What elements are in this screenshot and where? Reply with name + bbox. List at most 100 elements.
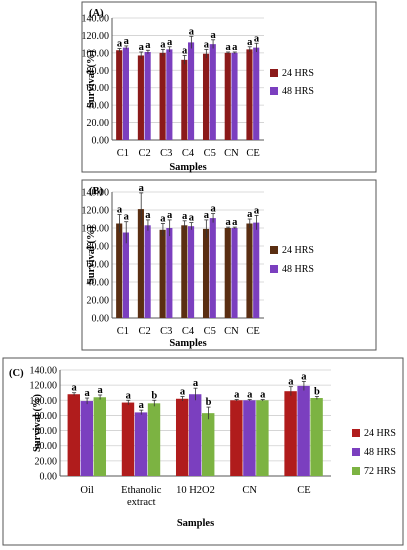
y-tick-label: 140.00 [30, 366, 58, 377]
bar [166, 228, 173, 318]
bar [147, 403, 161, 476]
significance-label: a [182, 211, 188, 222]
x-tick-label: C1 [117, 326, 129, 337]
y-tick-label: 20.00 [87, 296, 110, 307]
bar [137, 209, 144, 318]
bar [253, 47, 260, 140]
y-tick-label: 0.00 [92, 136, 110, 147]
bar [284, 391, 297, 476]
panel-b: 0.00 20.00 40.00 60.00 80.00 100.00 120.00 140.… [81, 179, 377, 351]
significance-label: a [180, 387, 186, 398]
significance-label: a [204, 210, 210, 221]
significance-label: a [126, 390, 132, 401]
bar [202, 53, 210, 140]
y-axis-label: Survival (%) [86, 49, 97, 108]
bar [175, 398, 189, 476]
x-tick-label: C4 [182, 148, 195, 159]
significance-label: a [254, 205, 260, 216]
significance-label: a [210, 30, 216, 41]
panel-c: 0.00 20.00 40.00 60.00 80.00 100.00 120.00 140.… [2, 357, 404, 546]
bar [224, 52, 231, 140]
bar [297, 385, 310, 476]
bar [144, 225, 151, 318]
x-tick-label: extract [127, 497, 156, 508]
y-tick-label: 20.00 [87, 118, 110, 129]
bar [80, 401, 94, 476]
y-tick-label: 100.00 [82, 224, 110, 235]
bar [121, 402, 135, 476]
bar [181, 59, 188, 141]
bar [224, 228, 231, 318]
x-tick-label: C5 [204, 326, 216, 337]
significance-label: a [71, 383, 77, 394]
bar [243, 400, 256, 476]
bar [134, 412, 148, 476]
bar [181, 225, 188, 318]
y-tick-label: 100.00 [82, 48, 110, 59]
bar [116, 50, 123, 140]
legend-label: 48 HRS [282, 86, 314, 97]
y-tick-label: 140.00 [82, 14, 110, 25]
legend-swatch [352, 429, 360, 437]
legend-swatch [352, 467, 360, 475]
x-tick-label: CN [242, 485, 257, 496]
bar [231, 52, 238, 140]
significance-label: a [247, 209, 253, 220]
significance-label: a [234, 390, 240, 401]
y-tick-label: 40.00 [35, 441, 58, 452]
significance-label: a [145, 40, 151, 51]
bar [188, 42, 195, 140]
significance-label: a [301, 371, 307, 382]
significance-label: a [225, 217, 231, 228]
bar [159, 52, 166, 140]
y-tick-label: 120.00 [30, 381, 58, 392]
significance-label: a [117, 205, 123, 216]
significance-label: a [124, 212, 130, 223]
bar [122, 47, 129, 140]
x-tick-label: C4 [182, 326, 195, 337]
x-tick-label: CN [224, 148, 239, 159]
y-tick-label: 120.00 [82, 206, 110, 217]
significance-label: a [247, 37, 253, 48]
legend-label: 24 HRS [364, 428, 396, 439]
legend-label: 48 HRS [364, 447, 396, 458]
x-tick-label: Ethanolic [121, 485, 162, 496]
bar [202, 413, 215, 476]
bar [253, 222, 260, 318]
y-tick-label: 40.00 [87, 101, 110, 112]
bar [67, 394, 80, 476]
significance-label: b [151, 390, 157, 401]
significance-label: a [84, 388, 90, 399]
y-tick-label: 80.00 [35, 411, 58, 422]
y-tick-label: 0.00 [40, 472, 58, 483]
bar [246, 49, 253, 140]
y-tick-label: 60.00 [35, 426, 58, 437]
x-tick-label: 10 H2O2 [176, 485, 215, 496]
significance-label: a [204, 39, 210, 50]
bar [188, 394, 202, 476]
x-tick-label: CE [246, 326, 259, 337]
significance-label: a [247, 390, 253, 401]
bar [230, 400, 243, 476]
y-tick-label: 40.00 [87, 278, 110, 289]
y-tick-label: 60.00 [87, 83, 110, 94]
y-tick-label: 100.00 [30, 396, 58, 407]
bar [310, 398, 323, 476]
significance-label: a [139, 400, 145, 411]
legend-swatch [270, 87, 278, 95]
x-tick-label: CE [246, 148, 259, 159]
bar [116, 223, 123, 318]
y-tick-label: 80.00 [87, 242, 110, 253]
panel-label: (B) [89, 186, 104, 197]
significance-label: a [139, 183, 145, 194]
y-tick-label: 120.00 [82, 31, 110, 42]
significance-label: a [189, 26, 195, 37]
bar [209, 44, 216, 141]
legend-swatch [270, 69, 278, 77]
bar [202, 228, 210, 318]
significance-label: a [225, 42, 231, 53]
significance-label: b [314, 387, 320, 398]
bar [166, 49, 173, 140]
bar [159, 229, 166, 318]
